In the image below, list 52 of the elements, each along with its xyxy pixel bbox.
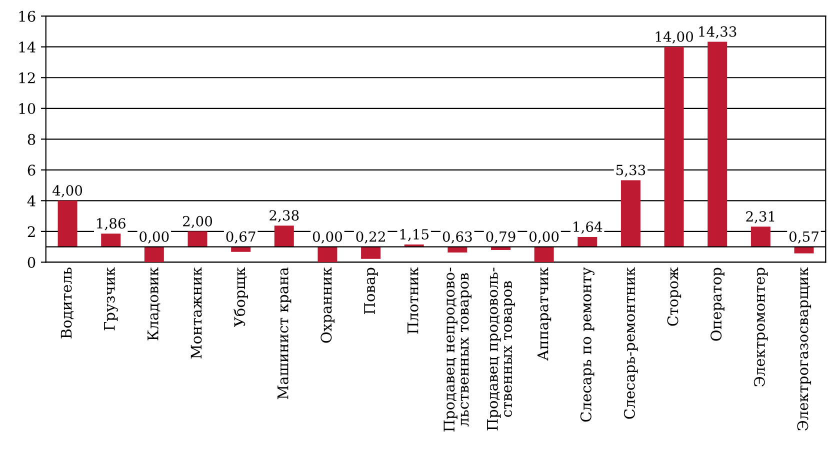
data-label: 0,22 bbox=[356, 231, 385, 244]
x-tick-label: Плотник bbox=[407, 267, 418, 334]
x-tick-label: Уборщк bbox=[234, 267, 248, 327]
data-label: 0,00 bbox=[312, 231, 342, 244]
bar bbox=[144, 246, 164, 262]
data-label: 0,67 bbox=[226, 231, 256, 244]
data-label: 1,15 bbox=[400, 229, 428, 242]
data-label: 0,00 bbox=[530, 231, 559, 244]
bar bbox=[361, 246, 381, 259]
x-tick-label: Слесарь по ремонту bbox=[580, 267, 594, 422]
data-label: 0,79 bbox=[486, 231, 516, 244]
data-label: 0,63 bbox=[442, 231, 472, 244]
x-tick-label: Продавец непродово- льственных товаров bbox=[444, 268, 472, 432]
y-tick-label: 0 bbox=[28, 256, 36, 268]
data-label: 14,00 bbox=[656, 31, 693, 44]
bar bbox=[101, 234, 121, 247]
x-tick-label: Оператор bbox=[710, 268, 724, 341]
data-label: 1,64 bbox=[574, 221, 602, 234]
x-tick-label: Аппаратчик bbox=[537, 267, 552, 361]
x-tick-label: Кладовик bbox=[148, 267, 160, 340]
x-tick-label: Сторож bbox=[667, 267, 682, 326]
y-tick-label: 12 bbox=[19, 72, 35, 84]
bar bbox=[534, 246, 554, 262]
bar bbox=[318, 246, 338, 262]
data-label: 2,00 bbox=[182, 216, 212, 228]
x-tick-label: Продавец продоволь- ственных товаров bbox=[487, 268, 515, 430]
x-tick-label: Электрогазосварщик bbox=[797, 267, 812, 430]
x-tick-label: Водитель bbox=[60, 268, 74, 338]
y-tick-label: 6 bbox=[28, 164, 36, 176]
data-label: 4,00 bbox=[52, 185, 82, 198]
x-tick-label: Слесарь-ремонтник bbox=[624, 267, 638, 419]
y-tick-label: 4 bbox=[27, 195, 36, 206]
x-tick-label: Повар bbox=[364, 268, 378, 314]
data-label: 0,57 bbox=[789, 231, 818, 244]
y-tick-label: 14 bbox=[19, 42, 36, 52]
y-tick-label: 8 bbox=[28, 134, 36, 145]
data-label: 14,33 bbox=[699, 26, 736, 38]
y-tick-label: 16 bbox=[19, 10, 36, 22]
y-tick-label: 2 bbox=[28, 226, 35, 237]
x-tick-label: Электромонтер bbox=[754, 268, 768, 386]
y-tick-label: 10 bbox=[19, 103, 36, 114]
x-tick-label: Монтажник bbox=[190, 267, 202, 359]
bar bbox=[578, 236, 598, 247]
data-label: 5,33 bbox=[616, 164, 646, 177]
x-tick-label: Грузчик bbox=[104, 267, 118, 330]
x-tick-label: Машинист крана bbox=[278, 267, 292, 400]
data-label: 2,38 bbox=[270, 210, 299, 222]
data-label: 1,86 bbox=[97, 218, 126, 230]
x-tick-label: Охранник bbox=[320, 267, 335, 343]
bar bbox=[620, 180, 640, 247]
data-label: 2,31 bbox=[746, 211, 774, 224]
data-label: 0,00 bbox=[140, 231, 169, 244]
